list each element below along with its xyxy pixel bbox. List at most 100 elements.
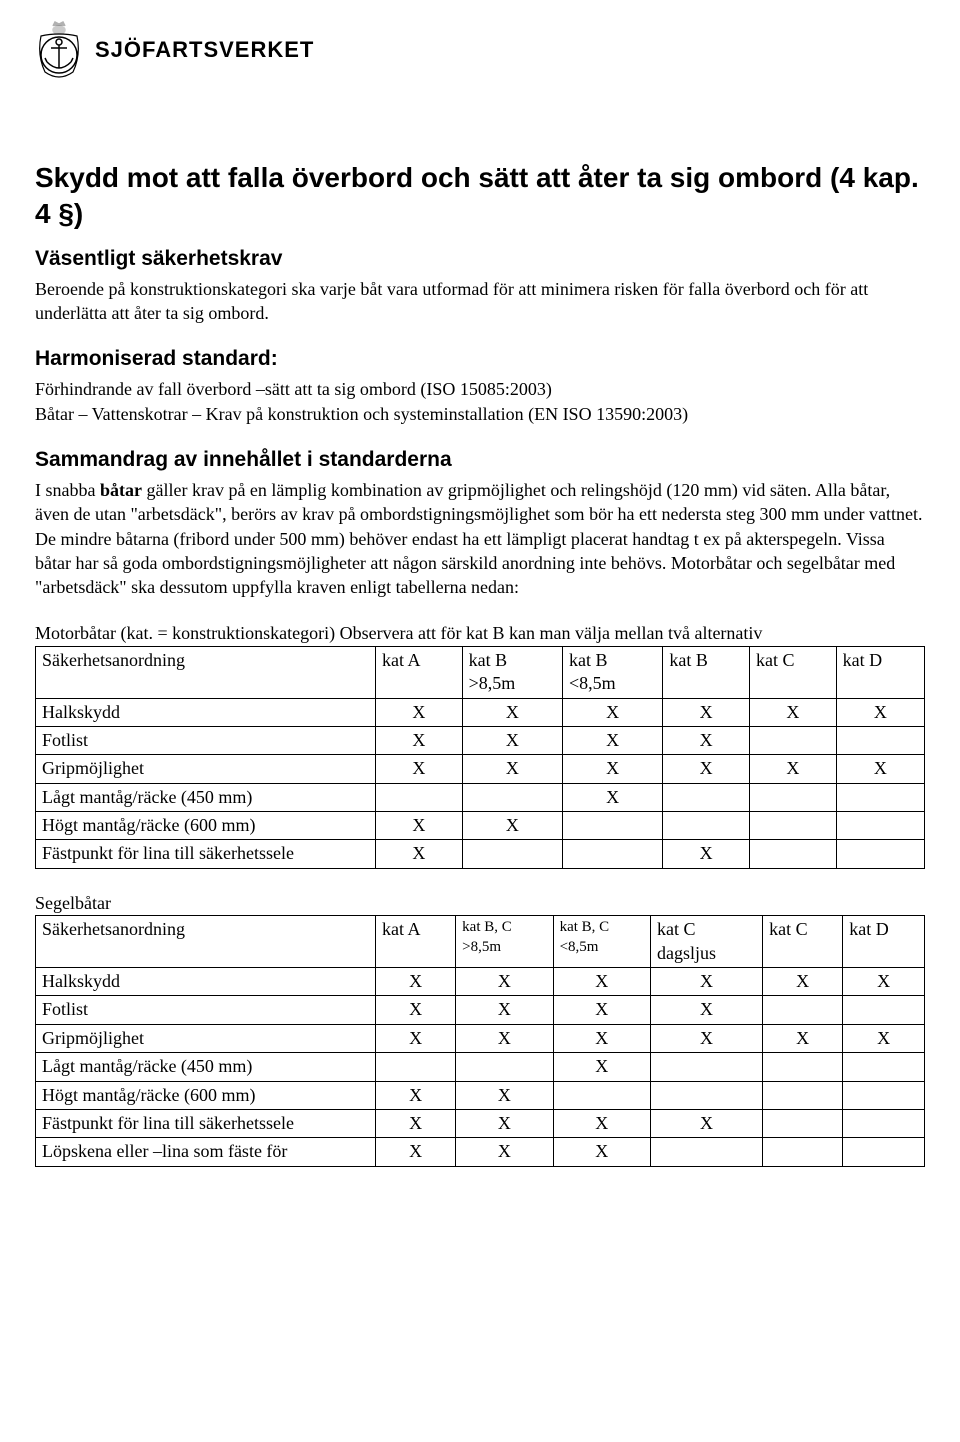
body-safety-requirement: Beroende på konstruktionskategori ska va… — [35, 277, 925, 326]
row-value-cell: X — [376, 1138, 456, 1166]
row-value-cell: X — [376, 755, 463, 783]
row-label-cell: Halkskydd — [36, 698, 376, 726]
row-value-cell: X — [456, 1024, 553, 1052]
row-value-cell — [663, 812, 750, 840]
table-header-row: Säkerhetsanordningkat Akat B, C >8,5mkat… — [36, 916, 925, 968]
row-value-cell — [750, 840, 837, 868]
row-value-cell — [750, 783, 837, 811]
row-value-cell: X — [553, 1109, 650, 1137]
logo-header: SJÖFARTSVERKET — [35, 20, 925, 80]
table-motorboats: Säkerhetsanordningkat Akat B >8,5mkat B … — [35, 646, 925, 869]
table-header-row: Säkerhetsanordningkat Akat B >8,5mkat B … — [36, 646, 925, 698]
row-value-cell: X — [376, 996, 456, 1024]
row-value-cell: X — [462, 698, 562, 726]
row-value-cell — [462, 840, 562, 868]
table-header-cell: kat C — [750, 646, 837, 698]
row-label-cell: Halkskydd — [36, 967, 376, 995]
row-value-cell: X — [563, 726, 663, 754]
row-value-cell: X — [763, 967, 843, 995]
row-value-cell — [651, 1053, 763, 1081]
table-header-cell: Säkerhetsanordning — [36, 646, 376, 698]
table-header-cell: kat D — [836, 646, 924, 698]
table-row: Löpskena eller –lina som fäste förXXX — [36, 1138, 925, 1166]
table-header-cell: kat B >8,5m — [462, 646, 562, 698]
table-header-cell: kat D — [843, 916, 925, 968]
row-value-cell: X — [462, 726, 562, 754]
table2-caption: Segelbåtar — [35, 891, 925, 915]
row-value-cell — [563, 840, 663, 868]
body-summary: I snabba båtar gäller krav på en lämplig… — [35, 478, 925, 599]
row-value-cell — [836, 783, 924, 811]
standard-line-2: Båtar – Vattenskotrar – Krav på konstruk… — [35, 402, 925, 426]
row-value-cell — [456, 1053, 553, 1081]
row-value-cell — [750, 726, 837, 754]
row-value-cell: X — [750, 698, 837, 726]
row-value-cell — [843, 1053, 925, 1081]
table-row: Lågt mantåg/räcke (450 mm) X — [36, 1053, 925, 1081]
row-label-cell: Fästpunkt för lina till säkerhetssele — [36, 1109, 376, 1137]
row-value-cell: X — [563, 783, 663, 811]
row-value-cell: X — [763, 1024, 843, 1052]
row-value-cell: X — [456, 967, 553, 995]
row-label-cell: Lågt mantåg/räcke (450 mm) — [36, 783, 376, 811]
row-value-cell — [663, 783, 750, 811]
row-value-cell: X — [376, 840, 463, 868]
row-value-cell — [750, 812, 837, 840]
row-value-cell: X — [553, 1138, 650, 1166]
table-header-cell: kat B, C >8,5m — [456, 916, 553, 968]
summary-bold: båtar — [100, 480, 142, 500]
table-row: GripmöjlighetXXXXXX — [36, 1024, 925, 1052]
org-name: SJÖFARTSVERKET — [95, 37, 314, 63]
table-row: Högt mantåg/räcke (600 mm)XX — [36, 812, 925, 840]
row-value-cell: X — [843, 1024, 925, 1052]
row-value-cell: X — [563, 698, 663, 726]
standard-line-1: Förhindrande av fall överbord –sätt att … — [35, 377, 925, 401]
row-value-cell: X — [663, 840, 750, 868]
table-header-cell: kat B, C <8,5m — [553, 916, 650, 968]
row-label-cell: Fotlist — [36, 996, 376, 1024]
row-value-cell: X — [553, 1053, 650, 1081]
table-row: Lågt mantåg/räcke (450 mm) X — [36, 783, 925, 811]
row-value-cell — [651, 1138, 763, 1166]
row-value-cell: X — [376, 1081, 456, 1109]
row-value-cell — [843, 996, 925, 1024]
row-value-cell — [843, 1081, 925, 1109]
table-row: Fästpunkt för lina till säkerhetsseleXX — [36, 840, 925, 868]
row-value-cell: X — [376, 967, 456, 995]
anchor-emblem-icon — [35, 20, 83, 80]
table-row: HalkskyddXXXXXX — [36, 967, 925, 995]
row-value-cell: X — [456, 1138, 553, 1166]
row-value-cell — [462, 783, 562, 811]
table-row: HalkskyddXXXXXX — [36, 698, 925, 726]
row-value-cell: X — [462, 812, 562, 840]
row-value-cell: X — [663, 726, 750, 754]
row-value-cell: X — [651, 996, 763, 1024]
row-value-cell: X — [376, 1109, 456, 1137]
row-value-cell — [836, 812, 924, 840]
table1-caption: Motorbåtar (kat. = konstruktionskategori… — [35, 621, 925, 645]
row-value-cell: X — [651, 1109, 763, 1137]
row-value-cell: X — [553, 967, 650, 995]
table-header-cell: kat C dagsljus — [651, 916, 763, 968]
row-label-cell: Löpskena eller –lina som fäste för — [36, 1138, 376, 1166]
row-value-cell — [376, 1053, 456, 1081]
row-value-cell: X — [462, 755, 562, 783]
row-value-cell: X — [651, 967, 763, 995]
row-label-cell: Lågt mantåg/räcke (450 mm) — [36, 1053, 376, 1081]
summary-prefix: I snabba — [35, 480, 100, 500]
row-value-cell: X — [553, 996, 650, 1024]
table-row: FotlistXXXX — [36, 726, 925, 754]
row-value-cell — [763, 1053, 843, 1081]
row-value-cell — [563, 812, 663, 840]
table-sailboats: Säkerhetsanordningkat Akat B, C >8,5mkat… — [35, 915, 925, 1167]
row-value-cell: X — [456, 1081, 553, 1109]
row-value-cell — [836, 840, 924, 868]
table-header-cell: kat B <8,5m — [563, 646, 663, 698]
heading-safety-requirement: Väsentligt säkerhetskrav — [35, 247, 925, 271]
table-row: Fästpunkt för lina till säkerhetsseleXXX… — [36, 1109, 925, 1137]
row-value-cell — [763, 1109, 843, 1137]
table-row: FotlistXXXX — [36, 996, 925, 1024]
section-safety-requirement: Väsentligt säkerhetskrav Beroende på kon… — [35, 247, 925, 326]
row-label-cell: Fästpunkt för lina till säkerhetssele — [36, 840, 376, 868]
row-value-cell: X — [376, 726, 463, 754]
